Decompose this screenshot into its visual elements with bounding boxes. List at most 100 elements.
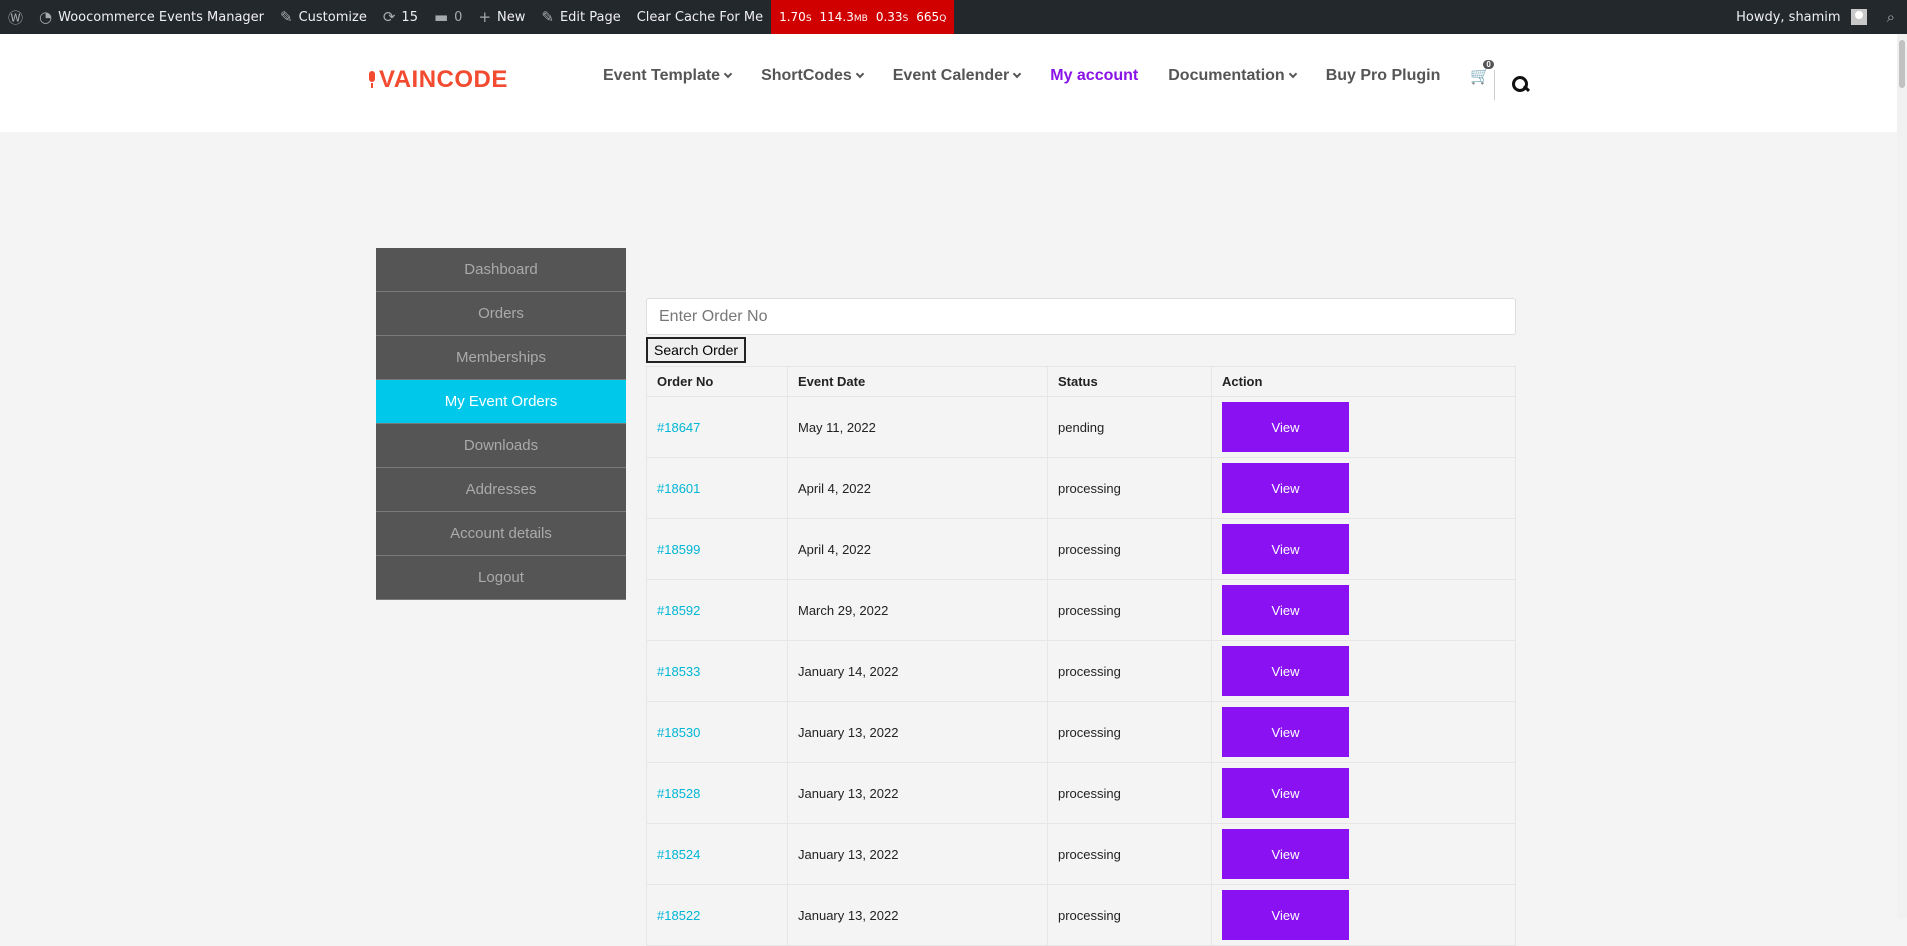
order-status: pending [1047,396,1212,458]
event-date: January 14, 2022 [787,640,1048,702]
view-order-button[interactable]: View [1222,402,1349,452]
view-order-button[interactable]: View [1222,707,1349,757]
pencil-icon: ✎ [541,8,554,26]
event-date: April 4, 2022 [787,518,1048,580]
order-status: processing [1047,823,1212,885]
order-status: processing [1047,518,1212,580]
table-row: #18592 March 29, 2022 processing View [646,579,1516,641]
event-date: March 29, 2022 [787,579,1048,641]
clear-cache-link[interactable]: Clear Cache For Me [636,9,764,25]
order-link[interactable]: #18522 [657,907,701,923]
site-header: VAINCODE Event Template ShortCodes Event… [0,34,1897,132]
comments-link[interactable]: ▬ 0 [433,8,463,26]
event-date: January 13, 2022 [787,884,1048,946]
updates-icon: ⟳ [382,8,396,26]
chevron-down-icon [855,69,864,79]
avatar[interactable] [1850,9,1867,25]
updates-link[interactable]: ⟳ 15 [382,8,418,26]
sidebar-item-logout[interactable]: Logout [376,556,626,600]
query-monitor-stats[interactable]: 1.70S 114.3MB 0.33S 665Q [771,0,955,34]
nav-divider [1494,70,1495,100]
column-header-order-no: Order No [646,366,788,397]
order-status: processing [1047,579,1212,641]
account-navigation: Dashboard Orders Memberships My Event Or… [376,248,626,600]
event-date: January 13, 2022 [787,823,1048,885]
table-row: #18528 January 13, 2022 processing View [646,762,1516,824]
wordpress-logo-icon[interactable]: Ⓦ [8,8,24,27]
comment-icon: ▬ [433,8,449,26]
sidebar-item-my-event-orders[interactable]: My Event Orders [376,380,626,424]
event-date: April 4, 2022 [787,457,1048,519]
order-link[interactable]: #18530 [657,724,701,740]
plus-icon: + [478,8,492,26]
cart-count-badge: 0 [1483,60,1494,69]
column-header-status: Status [1047,366,1212,397]
chevron-down-icon [1012,69,1022,79]
sidebar-item-account-details[interactable]: Account details [376,512,626,556]
search-order-button[interactable]: Search Order [646,337,747,363]
search-icon[interactable]: ⌕ [1886,8,1895,26]
nav-documentation[interactable]: Documentation [1168,67,1297,85]
table-header-row: Order No Event Date Status Action [646,366,1516,397]
order-status: processing [1047,640,1212,702]
new-content-link[interactable]: + New [478,8,526,26]
cart-icon[interactable]: 🛒 0 [1470,60,1494,86]
page-scrollbar[interactable] [1897,34,1907,918]
dashboard-icon: ◔ [39,8,53,26]
sidebar-item-orders[interactable]: Orders [376,292,626,336]
view-order-button[interactable]: View [1222,585,1349,635]
admin-bar: Ⓦ ◔ Woocommerce Events Manager ✎ Customi… [0,0,1907,34]
view-order-button[interactable]: View [1222,463,1349,513]
event-date: May 11, 2022 [787,396,1048,458]
order-search-input[interactable] [646,298,1516,335]
order-link[interactable]: #18647 [657,419,701,435]
nav-shortcodes[interactable]: ShortCodes [761,67,864,85]
customize-link[interactable]: ✎ Customize [280,8,367,26]
order-status: processing [1047,457,1212,519]
order-link[interactable]: #18592 [657,602,701,618]
site-name-link[interactable]: ◔ Woocommerce Events Manager [39,8,265,26]
howdy-user[interactable]: Howdy, shamim [1736,9,1841,25]
edit-page-link[interactable]: ✎ Edit Page [541,8,621,26]
order-link[interactable]: #18524 [657,846,701,862]
table-row: #18601 April 4, 2022 processing View [646,457,1516,519]
order-link[interactable]: #18533 [657,663,701,679]
sidebar-item-memberships[interactable]: Memberships [376,336,626,380]
microphone-icon [367,71,377,89]
event-orders-table: Order No Event Date Status Action #18647… [646,366,1516,946]
table-row: #18533 January 14, 2022 processing View [646,640,1516,702]
sidebar-item-addresses[interactable]: Addresses [376,468,626,512]
search-icon[interactable] [1512,76,1528,92]
sidebar-item-dashboard[interactable]: Dashboard [376,248,626,292]
event-date: January 13, 2022 [787,762,1048,824]
sidebar-item-downloads[interactable]: Downloads [376,424,626,468]
order-link[interactable]: #18601 [657,480,701,496]
nav-event-template[interactable]: Event Template [603,67,733,85]
main-navigation: Event Template ShortCodes Event Calender… [603,60,1494,86]
order-status: processing [1047,762,1212,824]
table-row: #18530 January 13, 2022 processing View [646,701,1516,763]
column-header-action: Action [1211,366,1516,397]
table-row: #18522 January 13, 2022 processing View [646,884,1516,946]
nav-buy-pro-plugin[interactable]: Buy Pro Plugin [1325,67,1441,84]
column-header-event-date: Event Date [787,366,1048,397]
order-status: processing [1047,884,1212,946]
table-row: #18599 April 4, 2022 processing View [646,518,1516,580]
scrollbar-thumb[interactable] [1899,40,1905,88]
brush-icon: ✎ [280,8,293,26]
event-date: January 13, 2022 [787,701,1048,763]
view-order-button[interactable]: View [1222,524,1349,574]
view-order-button[interactable]: View [1222,646,1349,696]
view-order-button[interactable]: View [1222,890,1349,940]
view-order-button[interactable]: View [1222,768,1349,818]
chevron-down-icon [1288,69,1297,79]
chevron-down-icon [723,69,733,79]
nav-my-account[interactable]: My account [1050,67,1139,84]
site-logo[interactable]: VAINCODE [367,66,508,94]
nav-event-calender[interactable]: Event Calender [893,67,1022,85]
table-row: #18647 May 11, 2022 pending View [646,396,1516,458]
order-status: processing [1047,701,1212,763]
view-order-button[interactable]: View [1222,829,1349,879]
order-link[interactable]: #18528 [657,785,701,801]
order-link[interactable]: #18599 [657,541,701,557]
